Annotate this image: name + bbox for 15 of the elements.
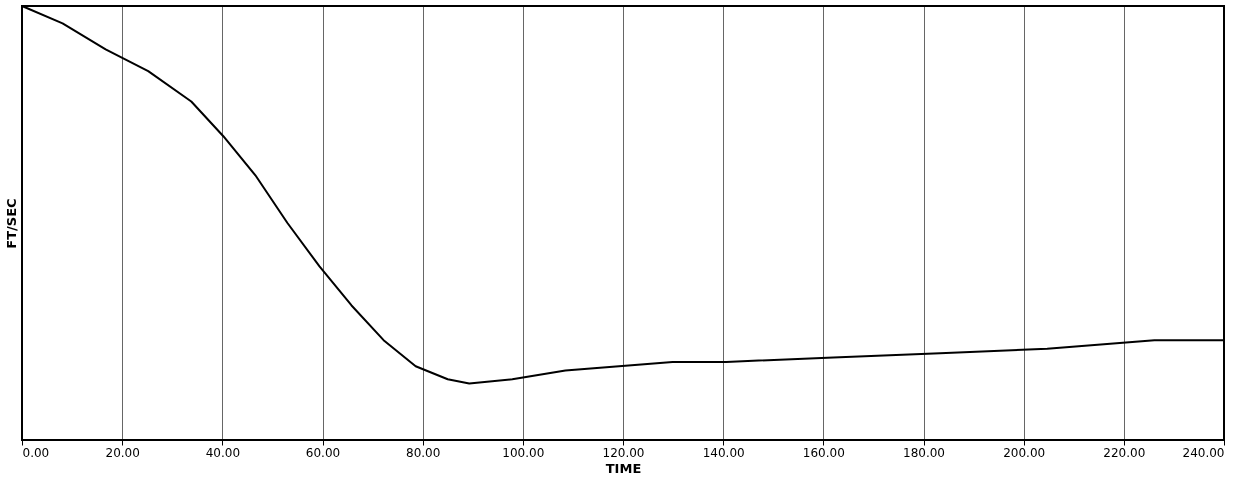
x-tick-label: 20.00 <box>105 445 140 460</box>
x-tick-label: 140.00 <box>702 445 745 460</box>
x-tick-label: 0.00 <box>22 445 50 460</box>
x-tick-label: 80.00 <box>405 445 441 460</box>
x-tick-label: 100.00 <box>502 445 545 460</box>
x-tick-label: 40.00 <box>205 445 241 460</box>
x-tick-label: 180.00 <box>903 445 945 460</box>
x-tick-label: 240.00 <box>1182 445 1225 460</box>
x-tick-label: 160.00 <box>802 445 845 460</box>
y-axis-title: FT/SEC <box>3 198 19 249</box>
x-tick-label: 200.00 <box>1003 445 1046 460</box>
x-tick-label: 220.00 <box>1103 445 1146 460</box>
x-tick-label: 60.00 <box>305 445 341 460</box>
x-axis-title: TIME <box>605 460 642 476</box>
x-tick-label: 120.00 <box>602 445 645 460</box>
